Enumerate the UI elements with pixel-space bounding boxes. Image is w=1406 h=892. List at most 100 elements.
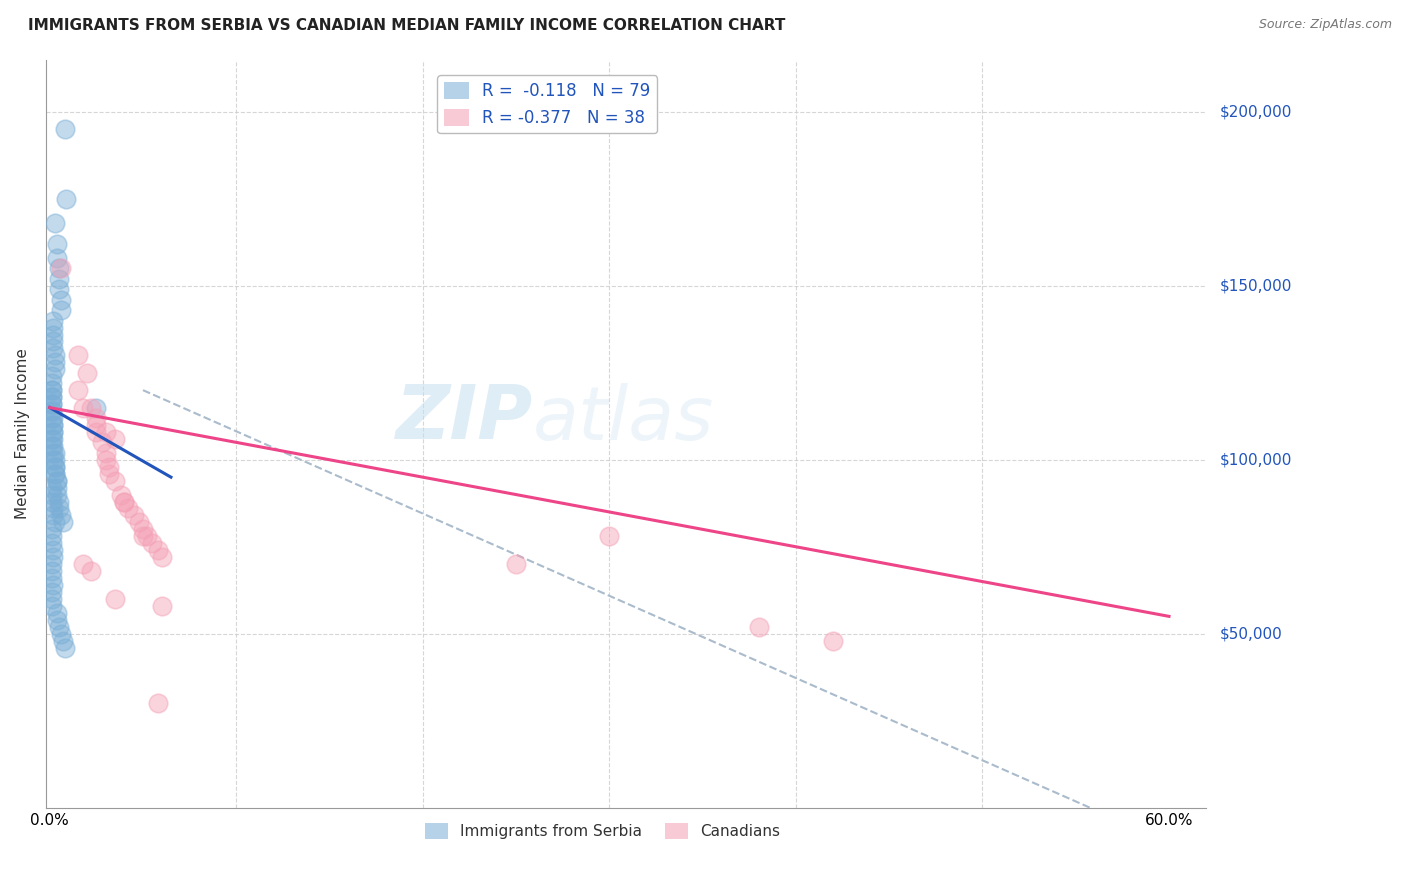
Point <box>44 216 66 230</box>
Text: $100,000: $100,000 <box>1220 452 1292 467</box>
Point <box>104 474 127 488</box>
Point <box>42 543 65 558</box>
Point <box>42 425 65 439</box>
Point <box>91 435 114 450</box>
Point <box>46 237 69 252</box>
Point <box>86 401 108 415</box>
Point <box>598 529 620 543</box>
Point <box>42 425 65 439</box>
Point <box>44 467 66 481</box>
Text: $200,000: $200,000 <box>1220 104 1292 120</box>
Point <box>76 366 98 380</box>
Point <box>41 481 63 495</box>
Point <box>41 383 63 397</box>
Point <box>52 633 75 648</box>
Point <box>66 383 89 397</box>
Point <box>44 459 66 474</box>
Point <box>46 613 69 627</box>
Point <box>46 606 69 620</box>
Point <box>42 313 65 327</box>
Point <box>46 474 69 488</box>
Legend: Immigrants from Serbia, Canadians: Immigrants from Serbia, Canadians <box>419 817 786 845</box>
Point <box>48 261 70 276</box>
Point <box>41 494 63 508</box>
Point <box>94 452 117 467</box>
Point <box>42 320 65 334</box>
Point <box>86 417 108 432</box>
Point <box>128 516 150 530</box>
Point <box>41 404 63 418</box>
Point <box>42 439 65 453</box>
Point <box>44 452 66 467</box>
Point <box>72 401 94 415</box>
Y-axis label: Median Family Income: Median Family Income <box>15 348 30 519</box>
Text: atlas: atlas <box>533 383 714 455</box>
Point <box>41 397 63 411</box>
Point <box>42 417 65 432</box>
Point <box>44 355 66 369</box>
Text: $150,000: $150,000 <box>1220 278 1292 293</box>
Point <box>41 585 63 599</box>
Point <box>41 557 63 571</box>
Point <box>52 516 75 530</box>
Point <box>104 432 127 446</box>
Point <box>53 640 76 655</box>
Point <box>44 446 66 460</box>
Point <box>42 578 65 592</box>
Point <box>80 564 103 578</box>
Point <box>42 508 65 523</box>
Point <box>41 529 63 543</box>
Point <box>41 432 63 446</box>
Point <box>41 522 63 536</box>
Point <box>80 401 103 415</box>
Point <box>132 522 155 536</box>
Point <box>49 261 72 276</box>
Point <box>823 633 845 648</box>
Point <box>150 550 173 565</box>
Point <box>150 599 173 613</box>
Point <box>86 411 108 425</box>
Point <box>55 192 77 206</box>
Point <box>72 557 94 571</box>
Point <box>41 376 63 391</box>
Point <box>48 272 70 286</box>
Text: IMMIGRANTS FROM SERBIA VS CANADIAN MEDIAN FAMILY INCOME CORRELATION CHART: IMMIGRANTS FROM SERBIA VS CANADIAN MEDIA… <box>28 18 786 33</box>
Point <box>44 348 66 362</box>
Point <box>46 474 69 488</box>
Point <box>49 303 72 318</box>
Point <box>135 529 157 543</box>
Point <box>41 439 63 453</box>
Point <box>41 536 63 550</box>
Point <box>41 390 63 404</box>
Point <box>46 251 69 265</box>
Point <box>48 282 70 296</box>
Point <box>41 411 63 425</box>
Point <box>49 293 72 307</box>
Point <box>53 122 76 136</box>
Point <box>42 342 65 356</box>
Text: Source: ZipAtlas.com: Source: ZipAtlas.com <box>1258 18 1392 31</box>
Point <box>48 501 70 516</box>
Point <box>41 404 63 418</box>
Point <box>112 494 135 508</box>
Point <box>42 417 65 432</box>
Point <box>41 390 63 404</box>
Point <box>49 626 72 640</box>
Point <box>98 459 121 474</box>
Point <box>42 411 65 425</box>
Point <box>42 334 65 349</box>
Point <box>48 620 70 634</box>
Point <box>41 591 63 606</box>
Point <box>86 425 108 439</box>
Point <box>41 564 63 578</box>
Point <box>42 501 65 516</box>
Point <box>94 446 117 460</box>
Point <box>44 459 66 474</box>
Point <box>44 467 66 481</box>
Point <box>44 516 66 530</box>
Point <box>66 348 89 362</box>
Point <box>42 550 65 565</box>
Point <box>94 425 117 439</box>
Point <box>132 529 155 543</box>
Point <box>41 571 63 585</box>
